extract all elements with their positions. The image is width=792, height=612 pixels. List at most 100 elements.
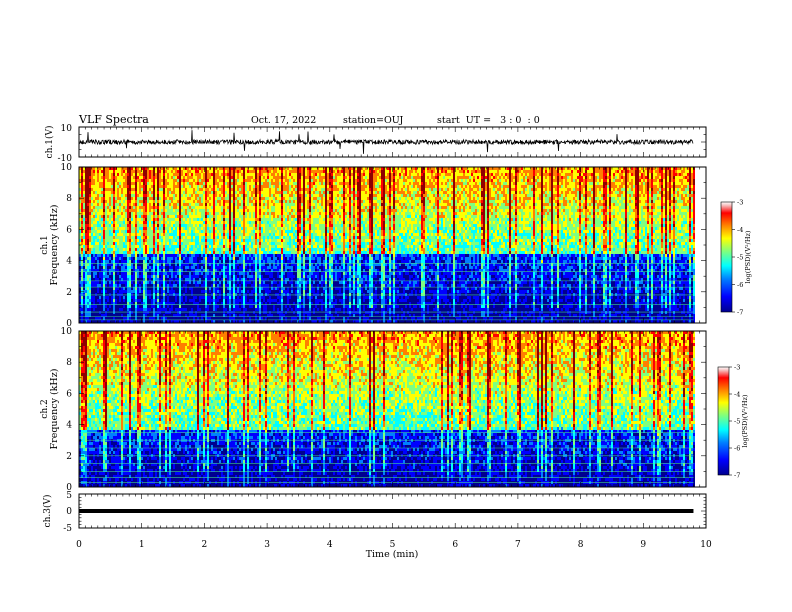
ch1-spectrogram-cell bbox=[207, 260, 209, 263]
ch1-spectrogram-cell bbox=[165, 176, 167, 179]
ch1-spectrogram-cell bbox=[151, 218, 153, 221]
ch1-spectrogram-cell bbox=[117, 206, 119, 209]
ch1-spectrogram-cell bbox=[99, 224, 101, 227]
ch1-spectrogram-cell bbox=[129, 173, 131, 176]
ch1-spectrogram-cell bbox=[153, 254, 155, 257]
ch1-spectrogram-cell bbox=[83, 206, 85, 209]
ch1-spectrogram-cell bbox=[161, 269, 163, 272]
ch1-spectrogram-cell bbox=[253, 275, 255, 278]
ch1-spectrogram-cell bbox=[115, 269, 117, 272]
ch1-spectrogram-cell bbox=[103, 206, 105, 209]
ch1-spectrogram-cell bbox=[213, 236, 215, 239]
ch1-spectrogram-cell bbox=[117, 293, 119, 296]
ch1-spectrogram-cell bbox=[111, 167, 113, 170]
ch1-spectrogram-cell bbox=[95, 263, 97, 266]
ch1-spectrogram-cell bbox=[133, 176, 135, 179]
ch1-spectrogram-cell bbox=[91, 284, 93, 287]
ch1-spectrogram-cell bbox=[233, 215, 235, 218]
ch1-spectrogram-cell bbox=[97, 272, 99, 275]
ch1-spectrogram-cell bbox=[165, 254, 167, 257]
ch1-spectrogram-cell bbox=[255, 239, 257, 242]
ch1-spectrogram-cell bbox=[119, 236, 121, 239]
ch1-spectrogram-cell bbox=[173, 212, 175, 215]
ch1-spectrogram-cell bbox=[259, 218, 261, 221]
ch1-spectrogram-cell bbox=[219, 215, 221, 218]
ch1-spectrogram-cell bbox=[185, 188, 187, 191]
ch1-spectrogram-cell bbox=[97, 317, 99, 320]
ch1-spectrogram-cell bbox=[193, 314, 195, 317]
ch1-spectrogram-cell bbox=[207, 272, 209, 275]
ch1-spectrogram-cell bbox=[99, 236, 101, 239]
ch1-spectrogram-cell bbox=[191, 194, 193, 197]
ch1-spectrogram-cell bbox=[169, 200, 171, 203]
ch1-spectrogram-cell bbox=[155, 284, 157, 287]
ch1-spectrogram-cell bbox=[185, 200, 187, 203]
ch1-spectrogram-cell bbox=[257, 290, 259, 293]
ch1-spectrogram-cell bbox=[245, 296, 247, 299]
ch1-spectrogram-cell bbox=[137, 173, 139, 176]
ch1-spectrogram-cell bbox=[93, 251, 95, 254]
ch1-spectrogram-cell bbox=[155, 188, 157, 191]
ch1-spectrogram-cell bbox=[143, 263, 145, 266]
ch1-spectrogram-cell bbox=[189, 284, 191, 287]
ch1-spectrogram-cell bbox=[161, 242, 163, 245]
ch1-spectrogram-cell bbox=[253, 242, 255, 245]
ch1-spectrogram-cell bbox=[97, 173, 99, 176]
ch1-spectrogram-cell bbox=[229, 251, 231, 254]
ch1-spectrogram-cell bbox=[87, 284, 89, 287]
ch1-spectrogram-cell bbox=[81, 254, 83, 257]
ch1-spectrogram-cell bbox=[157, 314, 159, 317]
ch1-spectrogram-cell bbox=[227, 251, 229, 254]
ch1-spectrogram-cell bbox=[213, 308, 215, 311]
ch1-spectrogram-cell bbox=[165, 257, 167, 260]
ch1-spectrogram-cell bbox=[121, 188, 123, 191]
ch1-spectrogram-cell bbox=[255, 215, 257, 218]
ch1-spectrogram-cell bbox=[117, 167, 119, 170]
ch1-spectrogram-cell bbox=[165, 236, 167, 239]
ch1-spectrogram-cell bbox=[111, 275, 113, 278]
ch1-spectrogram-cell bbox=[167, 179, 169, 182]
ch1-spectrogram-cell bbox=[175, 266, 177, 269]
ch1-spectrogram-cell bbox=[223, 182, 225, 185]
ch1-spectrogram-cell bbox=[257, 311, 259, 314]
ch1-spectrogram-cell bbox=[197, 308, 199, 311]
ch1-spectrogram-cell bbox=[139, 167, 141, 170]
ch1-spectrogram-cell bbox=[117, 194, 119, 197]
ch1-spectrogram-cell bbox=[189, 167, 191, 170]
ch1-spectrogram-cell bbox=[231, 245, 233, 248]
ch1-spectrogram-cell bbox=[257, 218, 259, 221]
ch1-spectrogram-cell bbox=[165, 296, 167, 299]
ch1-spectrogram-cell bbox=[255, 317, 257, 320]
ch1-spectrogram-cell bbox=[259, 302, 261, 305]
ch1-spectrogram-cell bbox=[205, 224, 207, 227]
ch1-spectrogram-cell bbox=[227, 188, 229, 191]
ch1-spectrogram-cell bbox=[169, 287, 171, 290]
ch1-spectrogram-cell bbox=[83, 182, 85, 185]
ch1-spectrogram-cell bbox=[165, 170, 167, 173]
ch1-spectrogram-cell bbox=[107, 227, 109, 230]
ch1-spectrogram-cell bbox=[119, 302, 121, 305]
ch1-spectrogram-cell bbox=[97, 239, 99, 242]
ch1-spectrogram-cell bbox=[97, 212, 99, 215]
ch1-spectrogram-cell bbox=[159, 227, 161, 230]
ch1-spectrogram-cell bbox=[101, 254, 103, 257]
ch1-spectrogram-cell bbox=[87, 287, 89, 290]
ch1-spectrogram-cell bbox=[203, 263, 205, 266]
ch1-spectrogram-cell bbox=[117, 299, 119, 302]
ch1-spectrogram-cell bbox=[81, 296, 83, 299]
ch1-spectrogram-cell bbox=[217, 302, 219, 305]
ch1-spectrogram-cell bbox=[153, 170, 155, 173]
ch1-spectrogram-cell bbox=[105, 269, 107, 272]
ch1-spectrogram-cell bbox=[183, 284, 185, 287]
ch1-spectrogram-cell bbox=[111, 242, 113, 245]
ch1-spectrogram-cell bbox=[197, 191, 199, 194]
ch1-spectrogram-cell bbox=[87, 230, 89, 233]
ch1-spectrogram-cell bbox=[121, 281, 123, 284]
ch1-spectrogram-cell bbox=[213, 266, 215, 269]
ch1-spectrogram-cell bbox=[91, 206, 93, 209]
ch1-spectrogram-cell bbox=[141, 230, 143, 233]
ch1-spectrogram-cell bbox=[137, 263, 139, 266]
ch1-spectrogram-cell bbox=[139, 299, 141, 302]
ch1-spectrogram-cell bbox=[97, 308, 99, 311]
ch1-spectrogram-cell bbox=[127, 182, 129, 185]
